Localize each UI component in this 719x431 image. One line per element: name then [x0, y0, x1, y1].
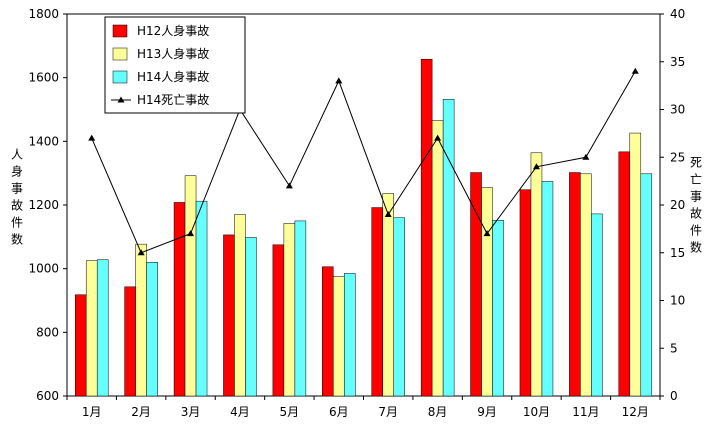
bar-h12-6	[322, 266, 334, 397]
marker-h14-death-12	[631, 67, 639, 74]
left-axis: 600 800 1000 1200 1400 1600 1800	[28, 7, 67, 403]
marker-h14-death-5	[285, 182, 293, 189]
bar-h14-11	[591, 213, 603, 397]
bar-h12-4	[223, 234, 235, 397]
y-tick-label-1200: 1200	[28, 198, 59, 212]
marker-h14-death-3	[187, 230, 195, 237]
y-tick-label-600: 600	[36, 389, 59, 403]
y2-tick-label-35: 35	[670, 55, 685, 69]
bar-h14-8	[442, 99, 455, 397]
y-axis-title: 人身事故件数	[11, 148, 23, 247]
x-tick-label-10: 10月	[523, 405, 550, 419]
line-h14-death	[91, 71, 636, 254]
legend-h14-label: H14人身事故	[137, 69, 209, 84]
bar-h12-2	[124, 286, 136, 397]
bar-h14-2	[146, 262, 158, 397]
bar-h13-1	[85, 260, 98, 397]
bar-h14-12	[640, 173, 653, 397]
x-tick-label-2: 2月	[131, 405, 151, 419]
bar-h13-10	[530, 152, 543, 397]
x-tick-label-11: 11月	[572, 405, 599, 419]
y2-tick-label-25: 25	[670, 150, 685, 164]
marker-h14-death-10	[532, 163, 540, 170]
bar-h13-2	[135, 243, 147, 397]
y2-tick-label-40: 40	[670, 7, 685, 21]
bar-h13-3	[184, 175, 197, 397]
x-tick-label-12: 12月	[622, 405, 649, 419]
legend-h12-label: H12人身事故	[137, 23, 209, 38]
bar-h13-7	[382, 193, 394, 397]
y-tick-label-800: 800	[36, 325, 59, 339]
bar-h13-11	[580, 173, 592, 397]
bar-h13-6	[333, 276, 345, 397]
bar-h12-12	[618, 151, 631, 397]
x-tick-label-6: 6月	[329, 405, 349, 419]
y2-tick-label-30: 30	[670, 103, 685, 117]
bar-h13-4	[234, 214, 246, 397]
y2-axis-title: 死亡事故件数	[690, 156, 702, 255]
bar-h14-5	[294, 220, 307, 397]
y2-tick-label-10: 10	[670, 294, 685, 308]
y2-tick-label-20: 20	[670, 198, 685, 212]
x-tick-label-5: 5月	[280, 405, 300, 419]
bars-layer	[74, 58, 653, 397]
bar-h14-4	[245, 237, 257, 397]
bar-h12-9	[470, 172, 482, 397]
legend-box	[104, 16, 246, 114]
bar-h13-5	[283, 223, 296, 397]
y2-tick-label-5: 5	[670, 341, 678, 355]
y-axis-label: 人身事故件数	[11, 148, 23, 247]
legend-h14-death-swatch-marker	[117, 96, 125, 103]
bar-h13-12	[629, 132, 642, 397]
legend-h13-swatch	[112, 47, 128, 61]
x-tick-label-3: 3月	[181, 405, 201, 419]
line-layer	[88, 67, 639, 256]
y2-axis-label: 死亡事故件数	[690, 156, 702, 255]
bar-h14-9	[492, 220, 504, 397]
legend-h12-swatch	[112, 24, 128, 38]
right-axis: 0 5 10 15 20 25 30 35 40	[660, 7, 685, 403]
marker-h14-death-7	[384, 211, 392, 218]
bar-h12-10	[519, 189, 532, 397]
bar-h14-6	[344, 273, 356, 397]
y-tick-label-1600: 1600	[28, 71, 59, 85]
bar-h12-5	[272, 244, 285, 397]
x-tick-label-1: 1月	[82, 405, 102, 419]
bar-h14-3	[195, 200, 208, 397]
marker-h14-death-2	[137, 249, 145, 256]
bar-h14-10	[541, 181, 554, 397]
bar-h14-1	[96, 259, 109, 397]
bar-h13-9	[481, 187, 493, 397]
bar-h12-8	[420, 58, 433, 397]
marker-h14-death-8	[434, 134, 442, 141]
y-tick-label-1000: 1000	[28, 262, 59, 276]
bar-h12-11	[569, 172, 581, 397]
marker-h14-death-1	[88, 134, 96, 141]
bar-h13-8	[431, 120, 444, 397]
marker-h14-death-11	[582, 153, 590, 160]
x-tick-label-4: 4月	[230, 405, 250, 419]
bar-h12-1	[74, 294, 87, 397]
legend-h14-death-label: H14死亡事故	[137, 92, 209, 107]
marker-h14-death-9	[483, 230, 491, 237]
y-tick-label-1400: 1400	[28, 134, 59, 148]
bar-h12-7	[371, 207, 383, 397]
legend-h13-label: H13人身事故	[137, 46, 209, 61]
legend-h14-swatch	[112, 70, 128, 84]
x-axis: 1月 2月 3月 4月 5月 6月 7月 8月 9月 10月 11月 12月	[66, 396, 661, 419]
bar-h12-3	[173, 202, 186, 397]
bar-h14-7	[393, 217, 405, 397]
x-tick-label-8: 8月	[428, 405, 448, 419]
legend: H12人身事故 H13人身事故 H14人身事故 H14死亡事故	[104, 16, 246, 114]
y2-tick-label-15: 15	[670, 246, 685, 260]
x-tick-label-9: 9月	[477, 405, 497, 419]
y-tick-label-1800: 1800	[28, 7, 59, 21]
x-tick-label-7: 7月	[378, 405, 398, 419]
y2-tick-label-0: 0	[670, 389, 678, 403]
marker-h14-death-6	[335, 77, 343, 84]
